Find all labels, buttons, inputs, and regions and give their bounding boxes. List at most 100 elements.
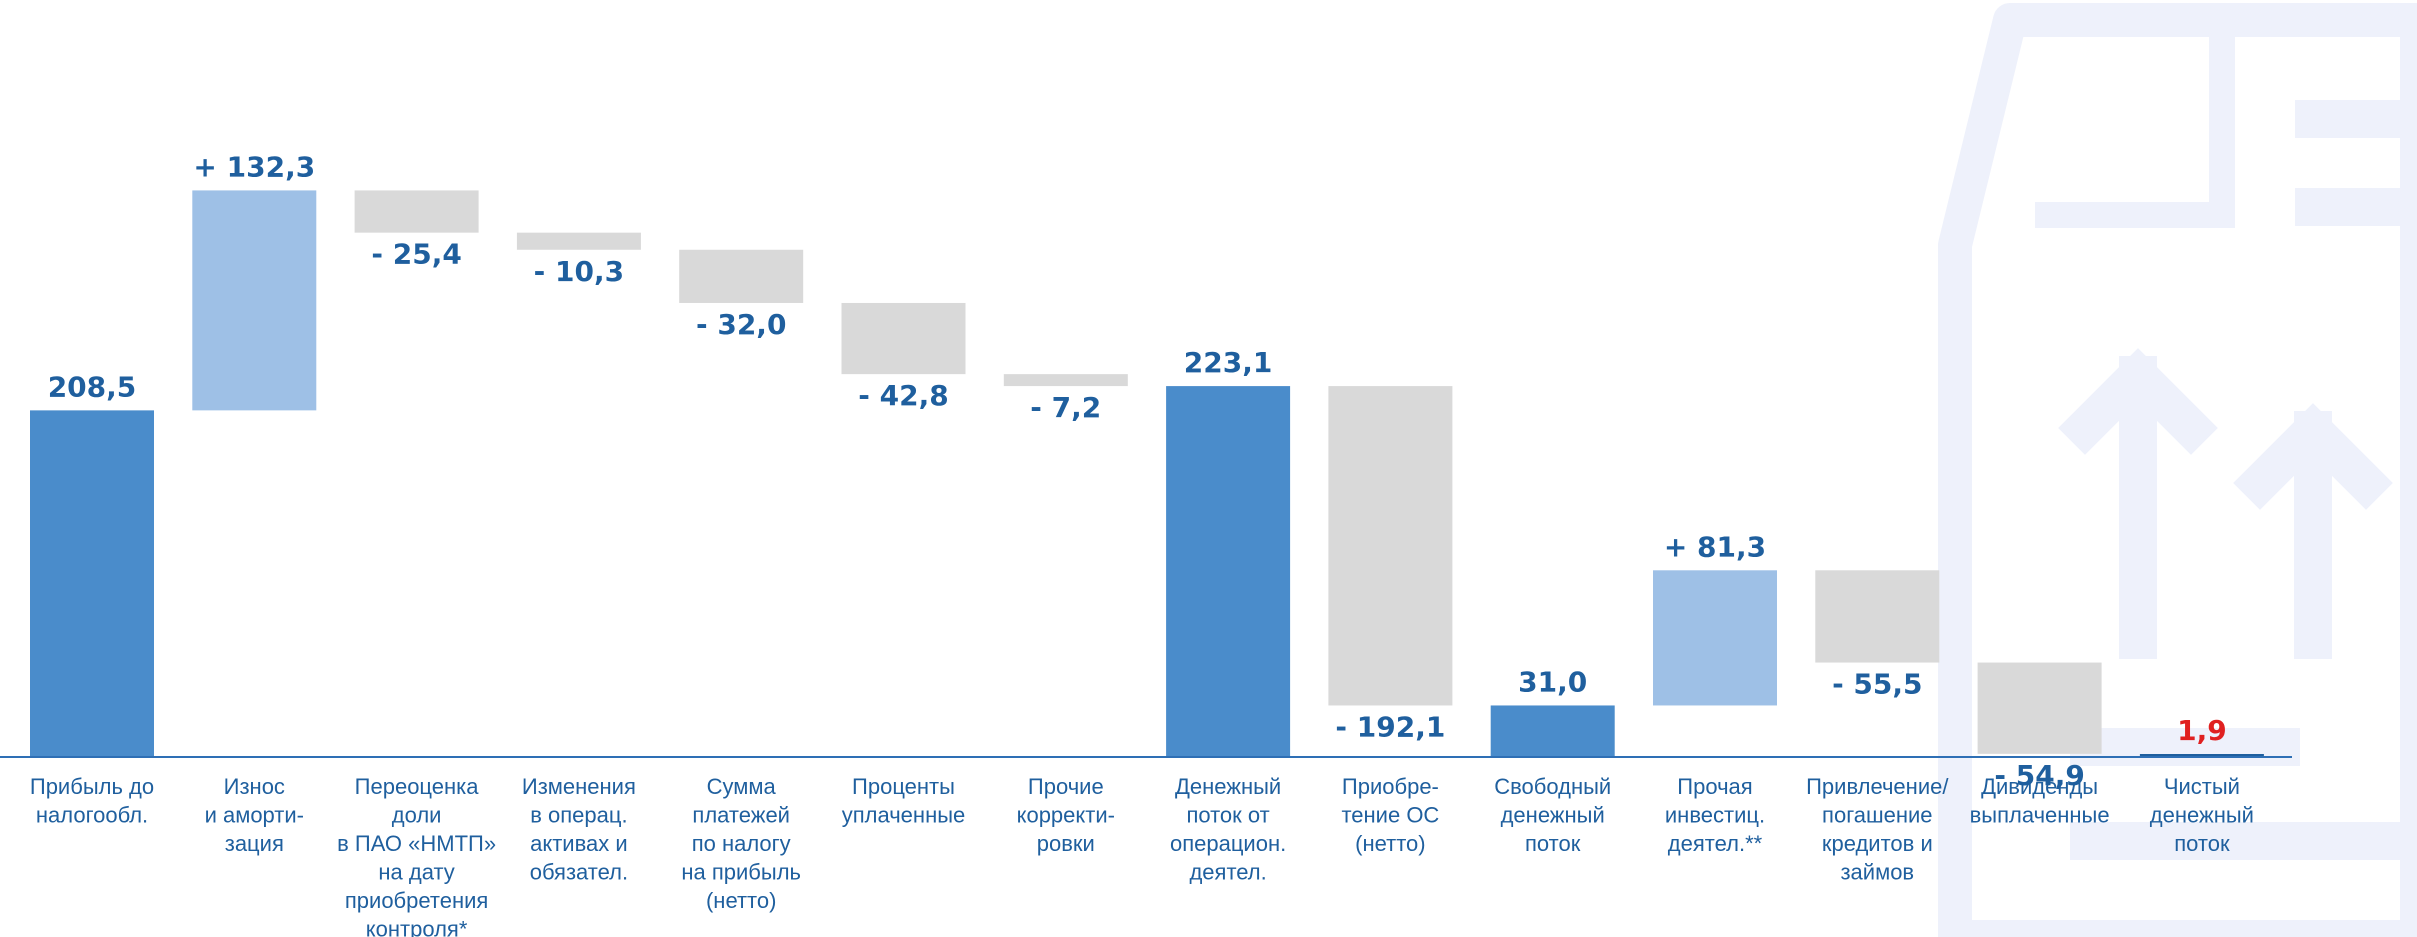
document-line bbox=[2295, 188, 2417, 226]
category-label: Чистый денежный поток bbox=[2150, 774, 2254, 856]
category-label-line: кредитов и bbox=[1822, 831, 1933, 856]
category-label-line: ровки bbox=[1037, 831, 1095, 856]
category-label-line: Сумма bbox=[707, 774, 777, 799]
bar-total bbox=[1490, 705, 1615, 757]
category-label-line: инвестиц. bbox=[1665, 803, 1765, 828]
bar-value-label: - 42,8 bbox=[858, 379, 948, 412]
category-label-line: тение ОС bbox=[1341, 803, 1439, 828]
category-label-line: выплаченные bbox=[1970, 803, 2110, 828]
category-label-line: Свободный bbox=[1494, 774, 1611, 799]
category-label-line: доли bbox=[392, 803, 442, 828]
category-label-line: платежей bbox=[692, 803, 790, 828]
category-label-line: Денежный bbox=[1175, 774, 1281, 799]
bar-decrease bbox=[1815, 570, 1940, 663]
category-label: Дивиденды выплаченные bbox=[1970, 774, 2110, 828]
category-label-line: Прибыль до bbox=[30, 774, 154, 799]
category-label-line: по налогу bbox=[692, 831, 791, 856]
document-body bbox=[1938, 3, 2417, 937]
bar-decrease bbox=[1003, 374, 1128, 387]
bar-value-label: + 132,3 bbox=[193, 150, 315, 183]
category-label: Износ и аморти-зация bbox=[205, 774, 304, 856]
bar-increase bbox=[1653, 570, 1777, 706]
category-label-line: приобретения bbox=[345, 888, 488, 913]
bar-decrease bbox=[1328, 386, 1453, 706]
category-label: Переоценка доли в ПАО «НМТП» на дату приобре… bbox=[337, 774, 496, 937]
category-label-line: денежный bbox=[2150, 803, 2254, 828]
bar-decrease bbox=[679, 249, 804, 303]
category-label-line: Износ bbox=[224, 774, 285, 799]
bar-value-label: - 32,0 bbox=[696, 308, 786, 341]
category-label: Сумма платежей по налогу на прибыль (нетто) bbox=[681, 774, 801, 913]
bar-total bbox=[1166, 386, 1291, 757]
bar-value-label: 208,5 bbox=[48, 370, 137, 403]
bar-value-label: - 192,1 bbox=[1335, 710, 1445, 743]
category-label-line: активах и bbox=[530, 831, 628, 856]
category-label-line: Дивиденды bbox=[1981, 774, 2098, 799]
up-arrow-icon bbox=[2233, 403, 2393, 659]
category-labels-layer: Прибыль до налогообл. Износ и аморти-зация П… bbox=[30, 774, 2254, 937]
document-line bbox=[2070, 728, 2300, 766]
bar-value-label: - 54,9 bbox=[1994, 759, 2084, 792]
document-with-up-arrows-icon bbox=[1938, 3, 2417, 937]
bar-total bbox=[2139, 754, 2264, 758]
bar-decrease bbox=[516, 232, 641, 250]
category-label: Привлечение/погашение кредитов и займов bbox=[1806, 774, 1949, 885]
value-labels-layer: 208,5 + 132,3 - 25,4 - 10,3 - 32,0 - 42,8 - 7,… bbox=[48, 150, 2227, 791]
category-label-line: зация bbox=[225, 831, 284, 856]
category-label-line: Приобре- bbox=[1342, 774, 1439, 799]
category-label-line: деятел. bbox=[1189, 860, 1266, 885]
category-label-line: денежный bbox=[1501, 803, 1605, 828]
category-label-line: и аморти- bbox=[205, 803, 304, 828]
category-label: Изменения в операц. активах и обязател. bbox=[522, 774, 636, 885]
bar-total bbox=[30, 410, 154, 757]
category-label-line: погашение bbox=[1822, 803, 1932, 828]
category-label-line: поток bbox=[2174, 831, 2230, 856]
bar-value-label: 223,1 bbox=[1184, 346, 1273, 379]
category-label-line: уплаченные bbox=[842, 803, 966, 828]
category-label-line: на дату bbox=[378, 860, 454, 885]
category-label-line: поток от bbox=[1186, 803, 1269, 828]
category-label-line: контроля* bbox=[366, 917, 468, 937]
category-label-line: Прочая bbox=[1677, 774, 1752, 799]
bar-value-label: + 81,3 bbox=[1664, 530, 1766, 563]
category-label-line: Переоценка bbox=[355, 774, 480, 799]
category-label-line: в ПАО «НМТП» bbox=[337, 831, 496, 856]
bar-value-label: - 25,4 bbox=[371, 238, 461, 271]
bar-increase bbox=[192, 190, 317, 411]
category-label-line: деятел.** bbox=[1668, 831, 1763, 856]
bar-value-label: - 55,5 bbox=[1832, 668, 1922, 701]
category-label-line: Прочие bbox=[1028, 774, 1104, 799]
category-label-line: корректи- bbox=[1017, 803, 1115, 828]
category-label-line: займов bbox=[1840, 860, 1914, 885]
category-label-line: Проценты bbox=[852, 774, 955, 799]
category-label-line: обязател. bbox=[530, 860, 628, 885]
document-line bbox=[2295, 100, 2417, 138]
bar-decrease bbox=[354, 190, 479, 233]
category-label-line: Изменения bbox=[522, 774, 636, 799]
category-label-line: операцион. bbox=[1170, 831, 1286, 856]
category-label-line: на прибыль bbox=[681, 860, 801, 885]
up-arrow-icon bbox=[2058, 348, 2218, 659]
category-label: Свободный денежный поток bbox=[1494, 774, 1611, 856]
category-label: Денежный поток от операцион. деятел. bbox=[1170, 774, 1286, 885]
category-label-line: налогообл. bbox=[36, 803, 148, 828]
bars-layer bbox=[30, 190, 2264, 758]
document-line bbox=[2070, 822, 2417, 860]
category-label-line: в операц. bbox=[530, 803, 627, 828]
category-label: Прочие корректи-ровки bbox=[1017, 774, 1115, 856]
category-label: Прочая инвестиц. деятел.** bbox=[1665, 774, 1765, 856]
category-label: Проценты уплаченные bbox=[842, 774, 966, 828]
category-label-line: (нетто) bbox=[706, 888, 776, 913]
category-label-line: (нетто) bbox=[1355, 831, 1425, 856]
bar-value-label: - 10,3 bbox=[534, 255, 624, 288]
bar-decrease bbox=[841, 302, 966, 375]
category-label: Прибыль до налогообл. bbox=[30, 774, 154, 828]
bar-decrease bbox=[1977, 662, 2102, 754]
category-label-line: поток bbox=[1525, 831, 1581, 856]
bar-value-label: 31,0 bbox=[1518, 665, 1587, 698]
category-label: Приобре-тение ОС (нетто) bbox=[1341, 774, 1439, 856]
bar-value-label: 1,9 bbox=[2177, 714, 2227, 747]
category-label-line: Чистый bbox=[2164, 774, 2240, 799]
bar-value-label: - 7,2 bbox=[1030, 391, 1101, 424]
